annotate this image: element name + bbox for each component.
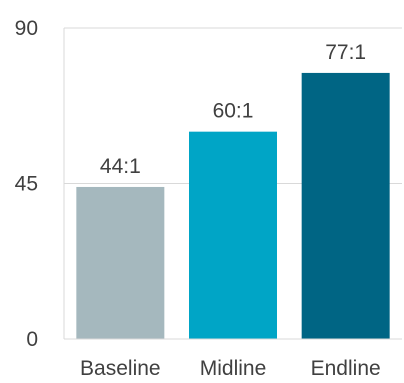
x-tick-label-baseline: Baseline [80,357,161,380]
x-tick-label-midline: Midline [200,357,267,380]
bars: 44:1 60:1 77:1 [76,41,390,339]
x-axis: Baseline Midline Endline [64,338,402,380]
bar-endline [301,72,390,339]
x-tick-label-endline: Endline [311,357,381,380]
data-label-endline: 77:1 [325,41,366,64]
bar-baseline [76,186,165,339]
y-tick-label-90: 90 [15,17,38,40]
data-label-baseline: 44:1 [100,155,141,178]
y-tick-label-0: 0 [26,328,38,351]
y-axis: 0 45 90 [15,17,65,351]
bar-midline [189,131,277,339]
data-label-midline: 60:1 [213,100,254,123]
y-tick-label-45: 45 [15,173,38,196]
